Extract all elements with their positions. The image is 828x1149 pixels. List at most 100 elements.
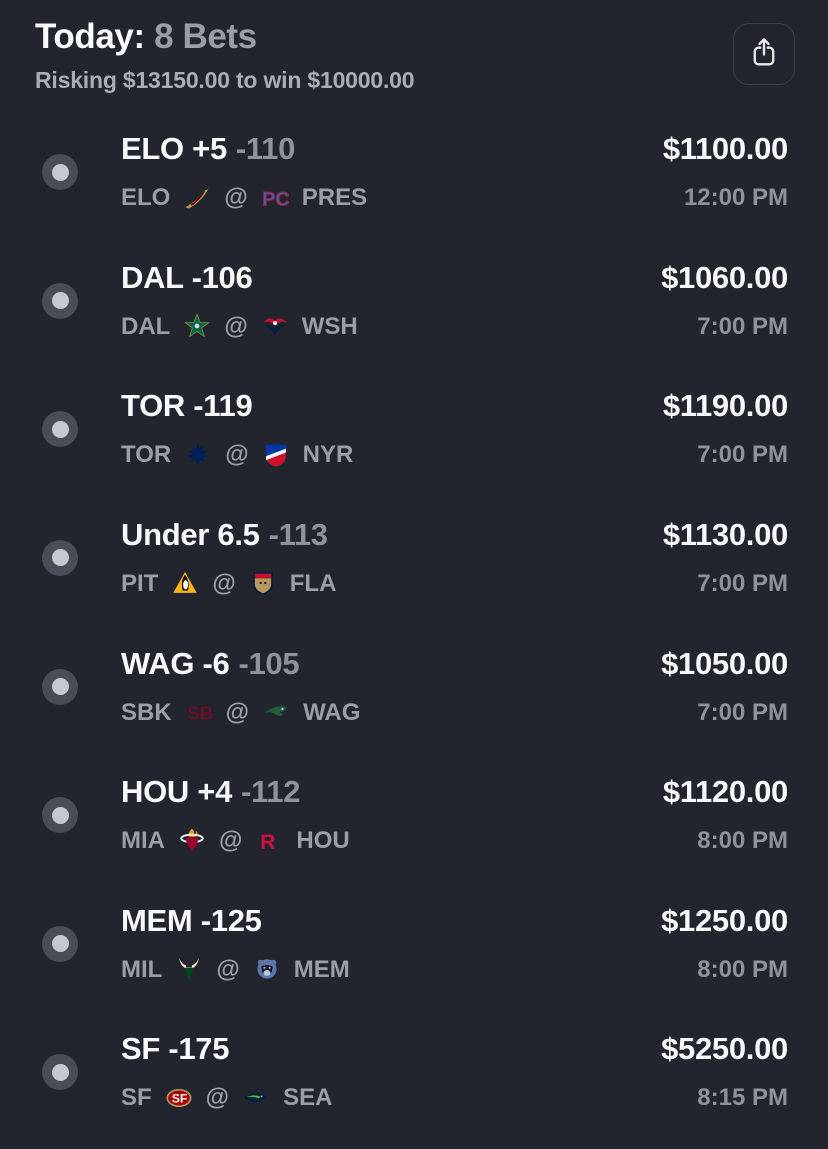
away-team-abbr: SBK bbox=[121, 698, 172, 726]
bet-right: $1100.00 12:00 PM bbox=[663, 130, 788, 213]
home-team-abbr: FLA bbox=[289, 569, 337, 597]
bet-title: HOU +4 -112 bbox=[121, 773, 663, 810]
bet-selection: Under 6.5 bbox=[121, 516, 260, 552]
bet-radio[interactable] bbox=[42, 411, 78, 448]
risking-summary: Risking $13150.00 to win $10000.00 bbox=[35, 67, 415, 93]
bet-matchup: PIT @ FLA bbox=[121, 568, 663, 599]
at-symbol: @ bbox=[219, 827, 243, 855]
at-symbol: @ bbox=[225, 441, 249, 469]
bet-time: 7:00 PM bbox=[697, 441, 788, 469]
bet-row[interactable]: WAG -6 -105 SBK SB @ WAG $1050.00 7:00 PM bbox=[0, 635, 828, 764]
bet-selection: DAL -106 bbox=[121, 259, 253, 295]
dallas-stars-logo bbox=[183, 312, 211, 340]
bet-time: 7:00 PM bbox=[697, 569, 788, 597]
bet-amount: $1190.00 bbox=[662, 388, 788, 424]
bet-radio[interactable] bbox=[42, 154, 78, 190]
bet-title: Under 6.5 -113 bbox=[121, 516, 663, 553]
toronto-maple-leafs-logo bbox=[184, 441, 212, 469]
bet-right: $1250.00 8:00 PM bbox=[661, 902, 788, 985]
bet-right: $1050.00 7:00 PM bbox=[661, 645, 788, 728]
bet-matchup: SF SF @ SEA bbox=[121, 1082, 661, 1113]
sf-49ers-logo: SF bbox=[165, 1084, 193, 1112]
bet-amount: $1120.00 bbox=[662, 774, 788, 810]
bet-selection: WAG -6 bbox=[121, 645, 230, 681]
bet-selection: MEM -125 bbox=[121, 902, 262, 938]
at-symbol: @ bbox=[224, 184, 248, 211]
bet-row[interactable]: ELO +5 -110 ELO @ PC PRES $1100.00 12:00 … bbox=[0, 120, 828, 249]
bet-radio[interactable] bbox=[42, 1054, 78, 1091]
bet-time: 7:00 PM bbox=[697, 312, 788, 340]
bet-list: ELO +5 -110 ELO @ PC PRES $1100.00 12:00 … bbox=[0, 120, 828, 1149]
bet-right: $1120.00 8:00 PM bbox=[663, 773, 788, 856]
bet-amount: $1130.00 bbox=[662, 516, 788, 552]
bet-odds: -110 bbox=[235, 131, 296, 166]
bet-row[interactable]: HOU +4 -112 MIA @ R HOU $1120.00 8:00 PM bbox=[0, 763, 828, 892]
miami-heat-logo bbox=[178, 827, 206, 855]
bet-selection: ELO +5 bbox=[121, 131, 227, 166]
bet-title: ELO +5 -110 bbox=[121, 130, 663, 167]
bet-row[interactable]: SF -175 SF SF @ SEA $5250.00 8:15 PM bbox=[0, 1020, 828, 1149]
svg-text:R: R bbox=[261, 831, 276, 854]
bet-radio[interactable] bbox=[42, 282, 78, 319]
svg-text:SF: SF bbox=[171, 1091, 187, 1105]
bet-title: MEM -125 bbox=[121, 902, 661, 939]
bet-radio[interactable] bbox=[42, 539, 78, 576]
bet-amount: $5250.00 bbox=[661, 1031, 788, 1067]
bet-row[interactable]: DAL -106 DAL @ WSH $1060.00 7:00 PM bbox=[0, 249, 828, 378]
bet-matchup: SBK SB @ WAG bbox=[121, 697, 661, 728]
bet-radio-dot bbox=[51, 806, 69, 824]
share-button[interactable] bbox=[733, 23, 795, 85]
away-team-abbr: MIL bbox=[121, 955, 163, 983]
bet-row[interactable]: Under 6.5 -113 PIT @ FLA $1130.00 7:00 PM bbox=[0, 506, 828, 635]
bet-time: 8:15 PM bbox=[697, 1084, 788, 1112]
home-team-abbr: NYR bbox=[302, 441, 354, 469]
home-team-abbr: MEM bbox=[293, 955, 350, 983]
bet-main: SF -175 SF SF @ SEA bbox=[121, 1030, 661, 1113]
stony-brook-sb-logo: SB bbox=[185, 698, 213, 726]
bet-main: WAG -6 -105 SBK SB @ WAG bbox=[121, 645, 661, 728]
bet-main: ELO +5 -110 ELO @ PC PRES bbox=[121, 130, 663, 213]
away-team-abbr: SF bbox=[121, 1084, 152, 1112]
away-team-abbr: TOR bbox=[121, 441, 172, 469]
bet-title: DAL -106 bbox=[121, 259, 661, 296]
elon-phoenix-logo bbox=[183, 184, 211, 212]
bet-matchup: ELO @ PC PRES bbox=[121, 182, 663, 213]
bet-radio[interactable] bbox=[42, 668, 78, 705]
bet-radio-dot bbox=[51, 163, 69, 181]
bet-right: $1190.00 7:00 PM bbox=[663, 387, 788, 470]
bet-main: HOU +4 -112 MIA @ R HOU bbox=[121, 773, 663, 856]
header: Today: 8 Bets Risking $13150.00 to win $… bbox=[0, 0, 828, 120]
bet-radio-dot bbox=[51, 549, 69, 567]
away-team-abbr: DAL bbox=[121, 312, 171, 340]
bet-main: MEM -125 MIL @ MEM bbox=[121, 902, 661, 985]
bet-row[interactable]: TOR -119 TOR @ NYR $1190.00 7:00 PM bbox=[0, 377, 828, 506]
svg-text:SB: SB bbox=[187, 703, 213, 724]
bet-radio-dot bbox=[51, 1063, 69, 1081]
page-title-prefix: Today: bbox=[35, 17, 155, 56]
bet-radio-dot bbox=[51, 292, 69, 310]
page-title-count: 8 Bets bbox=[154, 17, 257, 56]
bet-radio[interactable] bbox=[42, 797, 78, 834]
at-symbol: @ bbox=[216, 955, 240, 983]
bet-row[interactable]: MEM -125 MIL @ MEM $1250.00 8:00 PM bbox=[0, 892, 828, 1021]
bet-radio[interactable] bbox=[42, 925, 78, 962]
bet-selection: TOR -119 bbox=[121, 388, 253, 424]
bet-main: Under 6.5 -113 PIT @ FLA bbox=[121, 516, 663, 599]
wagner-seahawks-logo bbox=[262, 698, 290, 726]
bet-matchup: DAL @ WSH bbox=[121, 311, 661, 342]
bet-time: 7:00 PM bbox=[697, 698, 788, 726]
bet-right: $1060.00 7:00 PM bbox=[661, 259, 788, 342]
at-symbol: @ bbox=[224, 312, 248, 340]
bet-odds: -105 bbox=[238, 645, 300, 681]
washington-capitals-logo bbox=[261, 312, 289, 340]
bet-radio-dot bbox=[51, 420, 69, 438]
bet-odds: -113 bbox=[268, 516, 328, 552]
bet-amount: $1060.00 bbox=[661, 259, 788, 295]
svg-text:PC: PC bbox=[262, 188, 289, 210]
bet-amount: $1250.00 bbox=[661, 902, 788, 938]
at-symbol: @ bbox=[225, 698, 250, 726]
bet-main: DAL -106 DAL @ WSH bbox=[121, 259, 661, 342]
bet-odds: -112 bbox=[241, 774, 301, 810]
pittsburgh-penguins-logo bbox=[171, 569, 199, 597]
